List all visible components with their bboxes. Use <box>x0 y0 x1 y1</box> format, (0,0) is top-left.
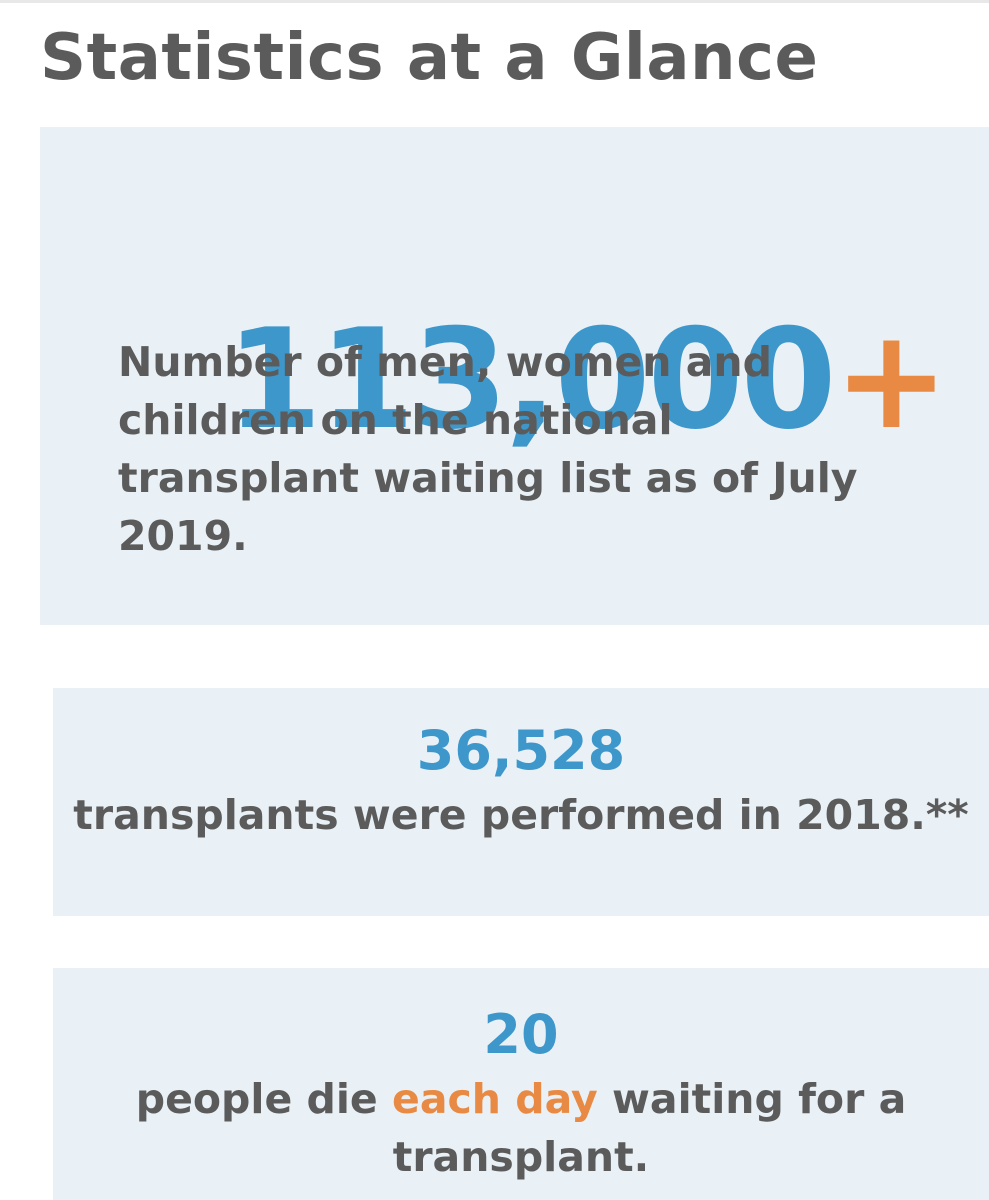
stat-number-value: 113,000 <box>226 299 837 460</box>
description-before-highlight: people die <box>135 1075 393 1123</box>
description-after-highlight: waiting for a transplant. <box>392 1075 907 1181</box>
highlight-each-day: each day <box>392 1075 598 1123</box>
stat-card-waiting-list: 113,000+ Number of men, women and childr… <box>40 127 989 625</box>
stat-description-deaths: people die each day waiting for a transp… <box>53 1070 989 1186</box>
stat-description-transplants: transplants were performed in 2018.** <box>73 791 969 839</box>
top-divider <box>0 0 989 3</box>
plus-sign: + <box>833 299 950 460</box>
stat-number-waiting-list: 113,000+ <box>226 311 949 449</box>
stat-number-deaths: 20 <box>483 1003 559 1066</box>
stat-number-transplants: 36,528 <box>416 719 626 782</box>
stat-card-deaths: 20 people die each day waiting for a tra… <box>53 968 989 1200</box>
stat-description-waiting-list: Number of men, women and children on the… <box>118 338 858 560</box>
stat-card-transplants: 36,528 transplants were performed in 201… <box>53 688 989 916</box>
page-title: Statistics at a Glance <box>40 21 819 95</box>
